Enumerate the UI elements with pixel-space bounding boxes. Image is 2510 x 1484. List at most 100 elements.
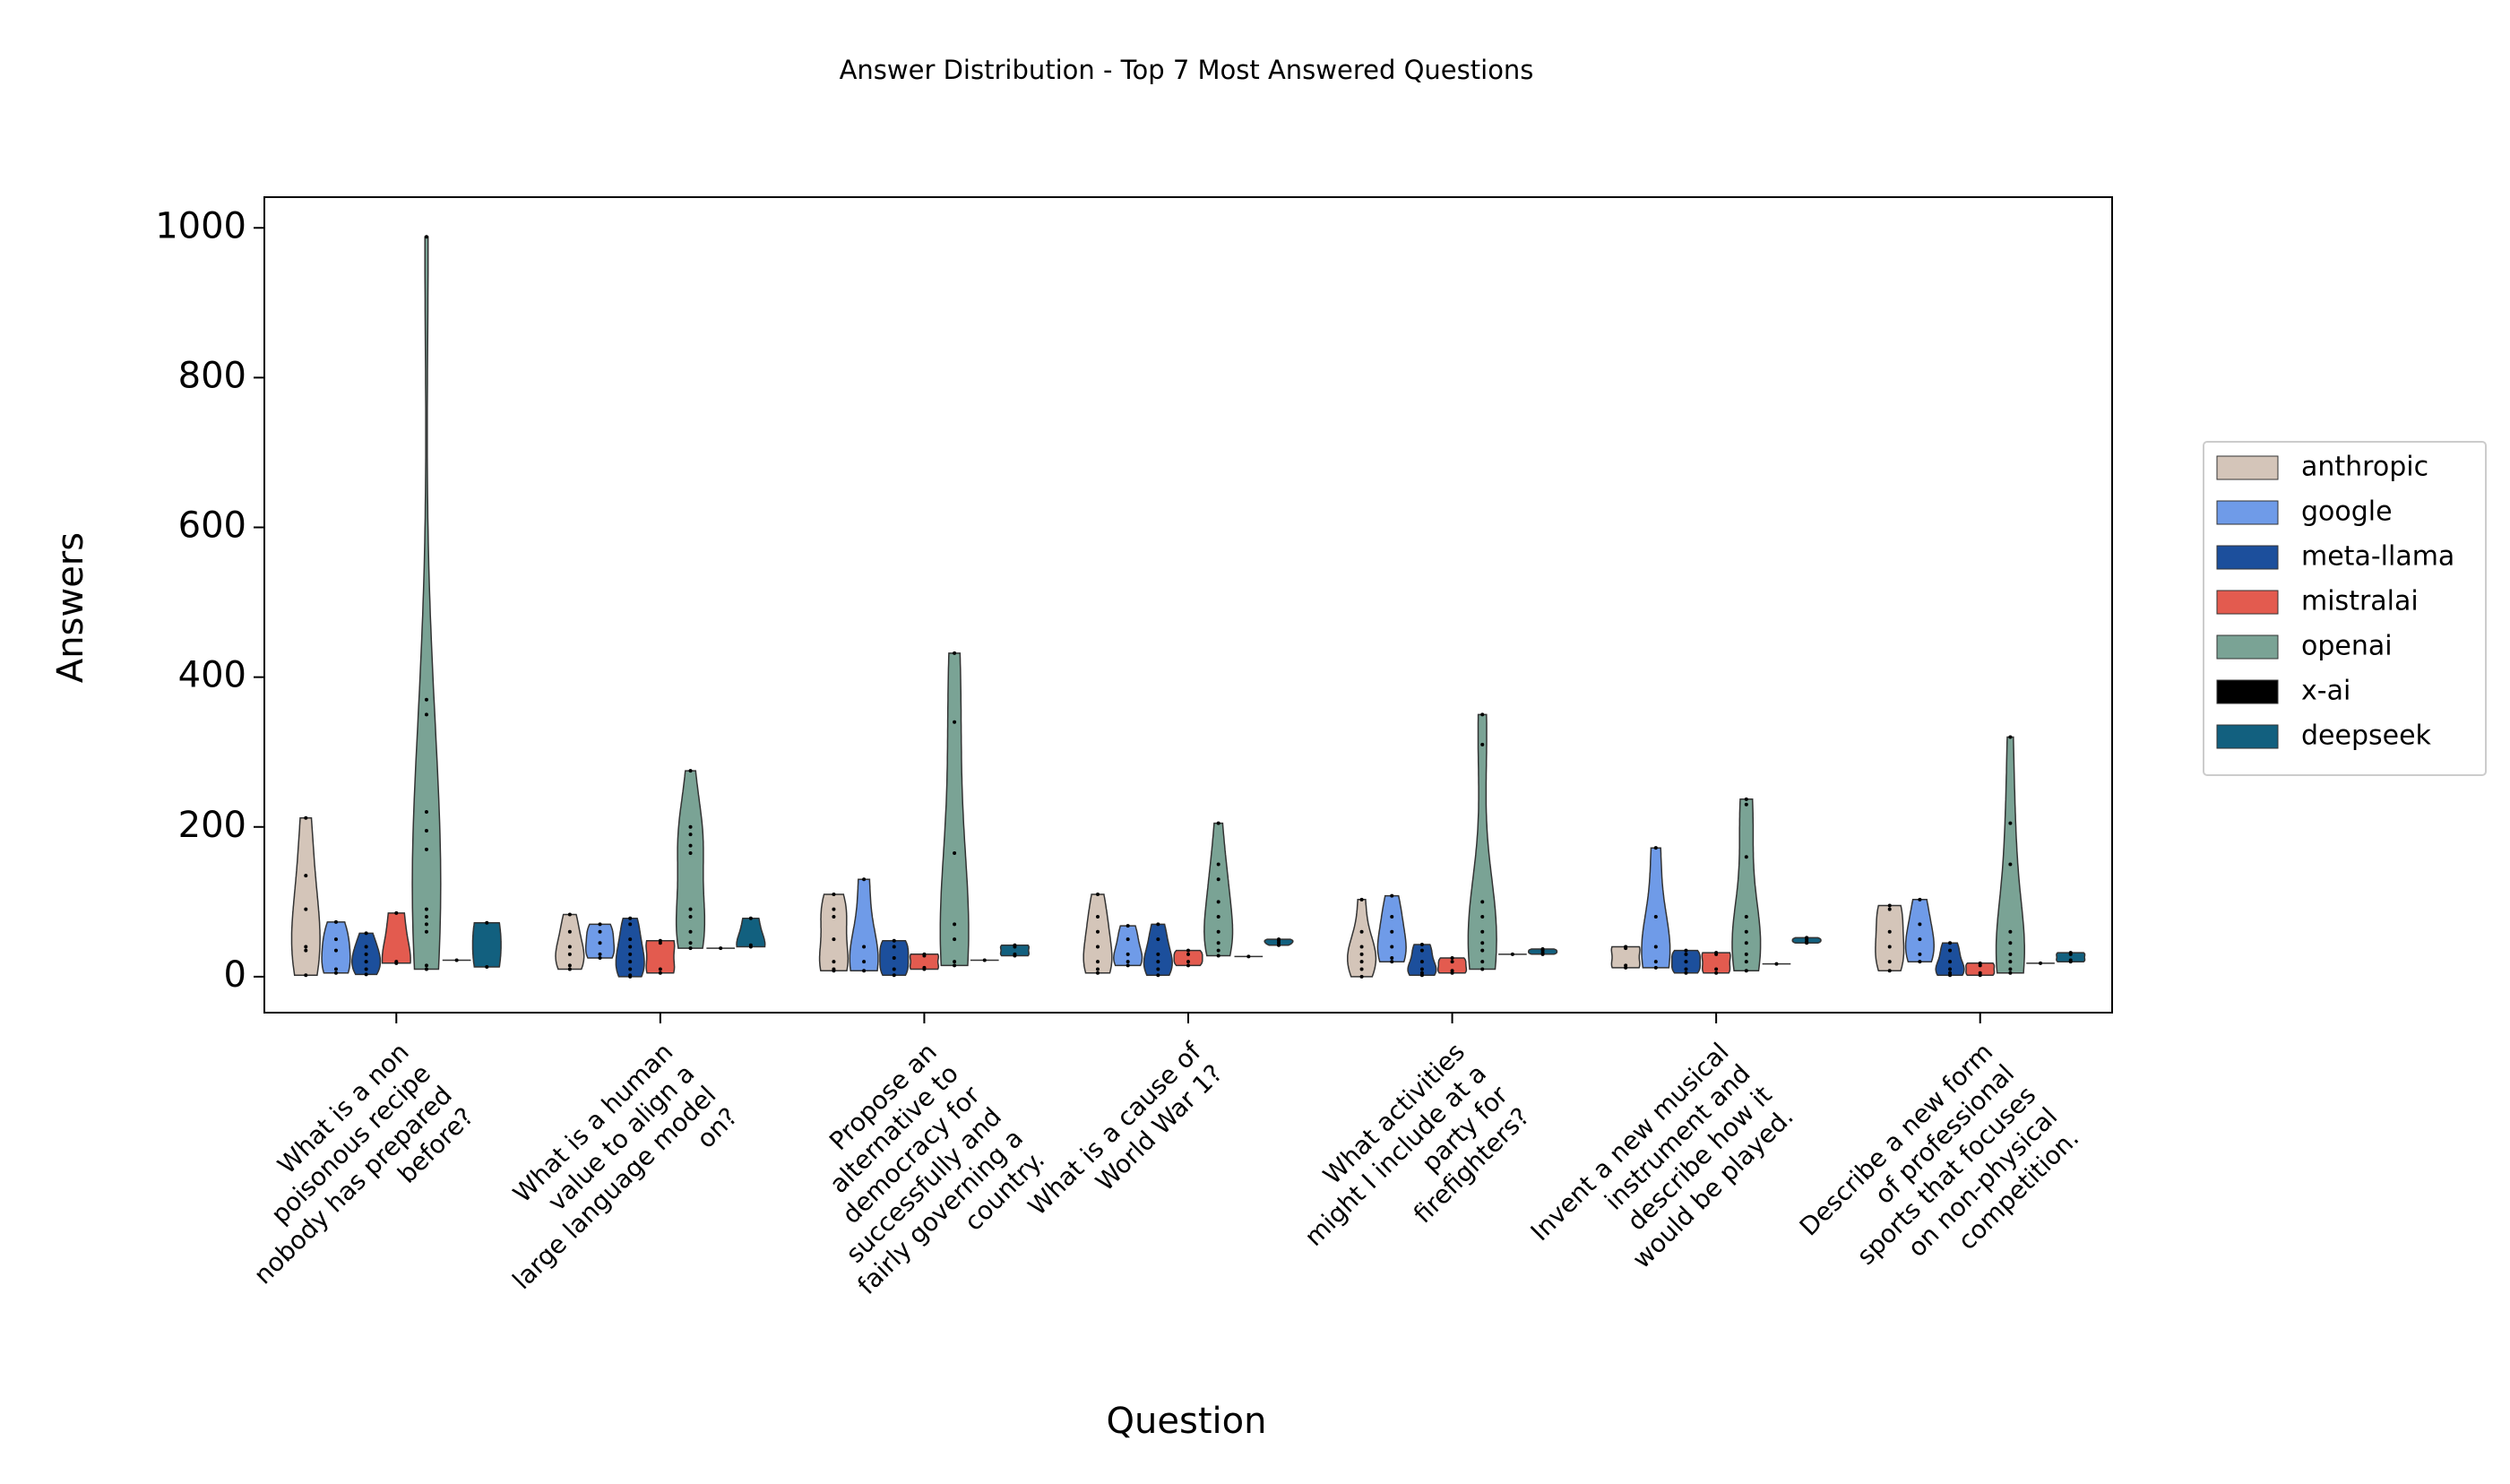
data-point <box>1096 929 1100 934</box>
data-point <box>2068 951 2073 955</box>
x-tick-label-text: Propose analternative todemocracy forsuc… <box>765 1037 1050 1322</box>
data-point <box>1216 948 1220 953</box>
data-point <box>1450 955 1454 960</box>
data-point <box>953 851 957 856</box>
violin <box>1203 822 1234 957</box>
data-point <box>1480 967 1485 971</box>
violin <box>1143 923 1173 976</box>
data-point <box>922 965 927 970</box>
data-point <box>953 937 957 942</box>
data-point <box>2008 960 2013 964</box>
x-tick-label-text: Invent a new musicalinstrument anddescri… <box>1525 1037 1799 1311</box>
data-point <box>364 931 368 936</box>
data-point <box>1359 960 1364 964</box>
data-point <box>1744 952 1748 956</box>
data-point <box>1359 897 1364 902</box>
data-point <box>1948 941 1953 945</box>
data-point <box>892 955 896 960</box>
data-point <box>2039 961 2043 965</box>
data-point <box>1744 915 1748 919</box>
data-point <box>832 937 836 942</box>
data-point <box>1419 967 1424 971</box>
data-point <box>1714 951 1719 955</box>
violin <box>849 878 879 971</box>
legend-label: openai <box>2301 631 2393 662</box>
data-point <box>304 874 308 878</box>
legend-label: meta-llama <box>2301 541 2454 573</box>
y-tick-label: 600 <box>178 505 246 547</box>
violin <box>411 236 442 971</box>
data-point <box>1887 969 1892 973</box>
data-point <box>1390 929 1394 934</box>
data-point <box>567 963 572 968</box>
data-point <box>424 235 428 239</box>
data-point <box>364 952 368 956</box>
plot-frame <box>263 196 2113 1014</box>
legend-swatch <box>2216 590 2279 615</box>
violin <box>818 893 850 971</box>
data-point <box>485 920 489 925</box>
data-point <box>953 960 957 964</box>
legend-label: google <box>2301 496 2393 528</box>
data-point <box>1390 945 1394 949</box>
data-point <box>1276 937 1281 942</box>
data-point <box>1419 960 1424 964</box>
x-tick-label-text: What is a cause ofWorld War 1? <box>1022 1036 1229 1242</box>
data-point <box>1653 960 1658 964</box>
data-point <box>1948 948 1953 953</box>
data-point <box>1480 960 1485 964</box>
data-point <box>1216 821 1220 825</box>
data-point <box>953 922 957 927</box>
data-point <box>1684 952 1688 956</box>
data-point <box>1653 965 1658 970</box>
data-point <box>1216 877 1220 882</box>
x-axis-label: Question <box>1107 1401 1267 1442</box>
violin <box>1935 942 1965 976</box>
data-point <box>1126 960 1130 964</box>
data-point <box>424 907 428 911</box>
data-point <box>1216 929 1220 934</box>
data-point <box>832 907 836 911</box>
data-point <box>953 963 957 968</box>
violin <box>1436 957 1468 974</box>
data-point <box>1246 954 1251 959</box>
data-point <box>424 967 428 971</box>
x-tick-label: What activitiesmight I include at aparty… <box>1277 1037 1535 1295</box>
data-point <box>598 952 602 956</box>
violin <box>909 953 940 971</box>
data-point <box>1359 929 1364 934</box>
data-point <box>832 967 836 971</box>
data-point <box>1744 969 1748 973</box>
violin <box>1113 925 1143 967</box>
data-point <box>628 922 633 927</box>
data-point <box>862 877 867 882</box>
data-point <box>1978 961 1982 965</box>
x-tick-label: What is a cause ofWorld War 1? <box>1022 1036 1229 1242</box>
y-tick-label: 200 <box>178 805 246 846</box>
violin <box>1347 899 1377 978</box>
data-point <box>424 963 428 968</box>
violin <box>2056 952 2086 962</box>
data-point <box>598 929 602 934</box>
data-point <box>1480 742 1485 746</box>
data-point <box>333 937 338 942</box>
data-point <box>1744 941 1748 945</box>
data-point <box>567 912 572 917</box>
violin <box>1875 904 1905 971</box>
data-point <box>1480 712 1485 717</box>
data-point <box>1013 943 1017 947</box>
data-point <box>688 929 693 934</box>
data-point <box>1156 937 1160 942</box>
data-point <box>1624 963 1628 968</box>
data-point <box>719 946 723 951</box>
data-point <box>953 651 957 655</box>
data-point <box>688 851 693 856</box>
data-point <box>304 815 308 820</box>
data-point <box>832 960 836 964</box>
data-point <box>304 907 308 911</box>
data-point <box>688 907 693 911</box>
data-point <box>1480 915 1485 919</box>
violin <box>645 940 676 974</box>
x-tick-label-text: What activitiesmight I include at aparty… <box>1277 1037 1535 1295</box>
